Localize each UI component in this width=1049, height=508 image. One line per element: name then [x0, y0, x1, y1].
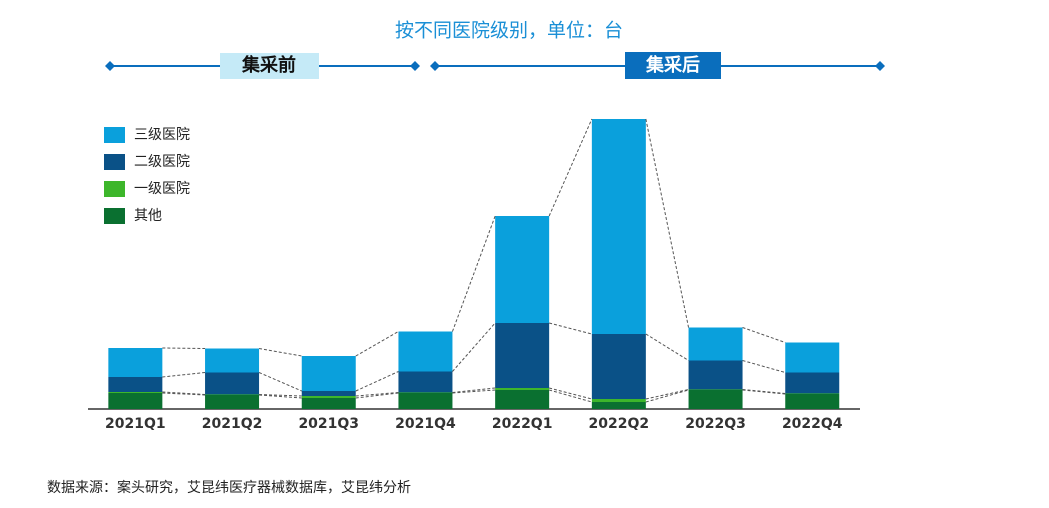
- bar-segment: [785, 394, 840, 409]
- connector: [451, 215, 496, 332]
- connector: [549, 322, 592, 335]
- bar-segment: [398, 371, 453, 393]
- bar-segment: [591, 119, 646, 334]
- phase-before: 集采前: [105, 53, 420, 79]
- diamond: [105, 61, 115, 71]
- legend-label: 三级医院: [134, 127, 190, 143]
- bar-segment: [205, 394, 260, 395]
- legend-swatch: [104, 154, 125, 170]
- bar-segment: [785, 393, 840, 394]
- bar-segment: [301, 356, 356, 391]
- x-tick-label: 2022Q3: [685, 416, 746, 432]
- connector: [549, 387, 592, 400]
- bar-segment: [108, 377, 163, 392]
- connector: [452, 389, 496, 394]
- connector: [742, 389, 786, 395]
- bar-segment: [495, 216, 550, 323]
- bar-segment: [398, 392, 453, 393]
- x-tick-label: 2022Q4: [782, 416, 843, 432]
- legend-swatch: [104, 181, 125, 197]
- bar-segment: [495, 388, 550, 390]
- phase-label: 集采前: [241, 54, 296, 76]
- connector: [355, 392, 399, 399]
- legend-label: 一级医院: [134, 181, 190, 197]
- connector: [742, 360, 786, 373]
- bar-segment: [398, 393, 453, 409]
- bar-segment: [301, 391, 356, 396]
- connector: [645, 389, 689, 400]
- x-tick-label: 2021Q3: [298, 416, 359, 432]
- legend-swatch: [104, 208, 125, 224]
- connector: [452, 322, 496, 372]
- connector: [258, 348, 302, 357]
- connector: [162, 392, 206, 396]
- connector: [258, 372, 302, 392]
- bar-segment: [205, 372, 260, 395]
- x-tick-label: 2021Q4: [395, 416, 456, 432]
- connector: [162, 372, 206, 378]
- bar-segment: [688, 390, 743, 409]
- bar-segment: [591, 399, 646, 402]
- x-tick-label: 2022Q1: [492, 416, 553, 432]
- phase-after: 集采后: [430, 52, 885, 79]
- connector: [548, 118, 593, 217]
- connector: [259, 394, 302, 397]
- connector: [645, 118, 690, 328]
- connector: [742, 327, 786, 343]
- bar-segment: [301, 396, 356, 398]
- bar-segment: [688, 360, 743, 390]
- connector: [355, 392, 399, 397]
- diamond: [430, 61, 440, 71]
- x-tick-label: 2021Q2: [202, 416, 263, 432]
- bar-segment: [785, 342, 840, 373]
- bar-segment: [108, 348, 163, 377]
- connector: [162, 347, 206, 349]
- connector: [645, 333, 689, 361]
- bar-segment: [688, 389, 743, 390]
- bar-segment: [785, 372, 840, 394]
- connector: [259, 394, 302, 399]
- phase-label: 集采后: [645, 54, 700, 76]
- phase-box: [625, 52, 721, 79]
- x-tick-label: 2022Q2: [589, 416, 650, 432]
- connector: [452, 387, 496, 393]
- chart-title: 按不同医院级别，单位：台: [395, 20, 623, 42]
- legend-label: 其他: [134, 208, 162, 224]
- bar-segment: [591, 402, 646, 409]
- bar-segment: [108, 393, 163, 409]
- phase-box: [220, 53, 319, 79]
- bar-segment: [301, 398, 356, 409]
- bar-segment: [205, 395, 260, 409]
- source-note: 数据来源：案头研究，艾昆纬医疗器械数据库，艾昆纬分析: [47, 479, 411, 496]
- x-tick-label: 2021Q1: [105, 416, 166, 432]
- bar-segment: [688, 327, 743, 361]
- bar-segment: [205, 348, 260, 373]
- legend-label: 二级医院: [134, 154, 190, 170]
- connector: [355, 371, 399, 392]
- diamond: [875, 61, 885, 71]
- connector: [549, 389, 592, 403]
- connector: [162, 391, 206, 395]
- bar-segment: [495, 390, 550, 409]
- bar-segment: [591, 334, 646, 399]
- bar-segment: [398, 331, 453, 372]
- diamond: [410, 61, 420, 71]
- connector: [355, 331, 399, 357]
- bar-segment: [108, 392, 163, 393]
- connector: [645, 389, 689, 403]
- legend-swatch: [104, 127, 125, 143]
- bar-segment: [495, 323, 550, 388]
